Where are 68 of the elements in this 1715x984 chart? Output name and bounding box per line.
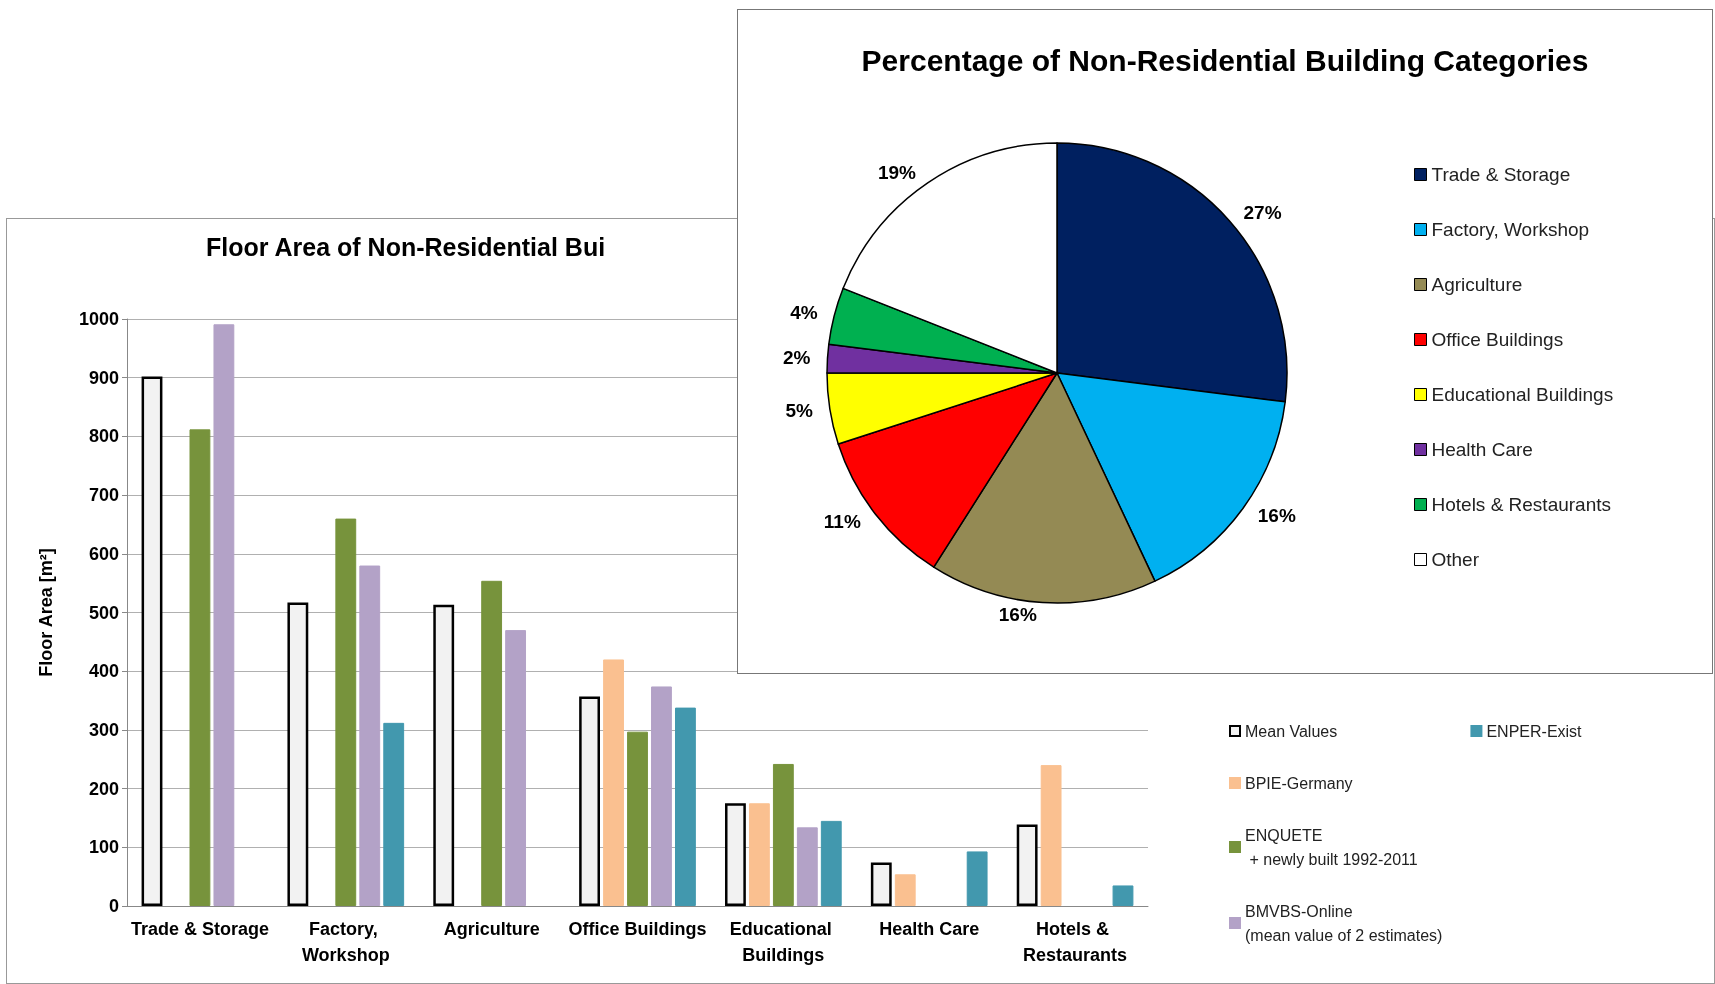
bar — [287, 602, 309, 906]
data-label: 2% — [783, 347, 811, 369]
bar — [1112, 885, 1134, 906]
data-label: 4% — [790, 302, 818, 324]
legend-label: ENQUETE + newly built 1992-2011 — [1245, 826, 1418, 868]
bar — [579, 696, 600, 906]
bar — [820, 820, 842, 906]
legend-label: Educational Buildings — [1431, 384, 1614, 405]
y-tick-label: 200 — [88, 778, 119, 799]
x-tick-label: Trade & Storage — [130, 919, 269, 939]
y-tick-label: 500 — [88, 602, 119, 623]
legend-label: Health Care — [1431, 439, 1533, 460]
legend-label: Office Buildings — [1431, 329, 1564, 350]
bar — [359, 565, 381, 906]
bar — [894, 874, 916, 906]
bar — [796, 827, 818, 906]
bar — [725, 803, 746, 906]
bar — [433, 604, 455, 906]
bar — [1016, 824, 1038, 906]
y-axis-title: Floor Area [m²] — [36, 548, 56, 677]
chart-title: Percentage of Non-Residential Building Categories — [861, 43, 1589, 77]
bar — [481, 580, 503, 906]
legend-label: Trade & Storage — [1431, 164, 1571, 185]
bar — [213, 324, 235, 906]
bar — [505, 630, 527, 906]
y-tick-label: 900 — [88, 367, 119, 388]
bar — [189, 429, 211, 906]
bar — [966, 851, 988, 906]
y-tick-label: 400 — [88, 661, 119, 682]
bar — [870, 862, 892, 906]
bar — [335, 518, 357, 906]
bar — [603, 659, 624, 906]
data-label: 16% — [998, 604, 1037, 626]
x-tick-label: Health Care — [879, 919, 980, 939]
chart-title: Floor Area of Non-Residential Bui — [206, 232, 606, 261]
data-label: 27% — [1243, 202, 1282, 224]
legend-label: BMVBS-Online (mean value of 2 estimates) — [1245, 902, 1443, 944]
bar — [651, 686, 672, 906]
data-label: 5% — [785, 400, 814, 422]
y-tick-label: 800 — [88, 426, 119, 447]
x-tick-label: Agriculture — [443, 919, 540, 939]
y-tick-label: 100 — [88, 837, 119, 858]
y-tick-label: 700 — [88, 485, 119, 506]
legend-label: ENPER-Exist — [1486, 722, 1583, 740]
y-tick-label: 600 — [88, 543, 119, 564]
x-tick-label: Office Buildings — [568, 919, 707, 939]
y-tick-label: 0 — [108, 896, 119, 916]
data-label: 19% — [877, 162, 917, 184]
bar — [627, 731, 648, 906]
data-label: 11% — [823, 510, 861, 532]
bar — [141, 376, 163, 906]
x-tick-label: Educational Buildings — [729, 919, 837, 965]
legend-label: Mean Values — [1245, 722, 1338, 740]
y-tick-label: 1000 — [78, 309, 119, 329]
bar — [383, 722, 405, 906]
bar — [675, 707, 696, 906]
bar — [1040, 765, 1062, 906]
legend-label: Factory, Workshop — [1431, 219, 1590, 240]
legend-label: Other — [1431, 549, 1480, 570]
legend-label: Hotels & Restaurants — [1431, 494, 1612, 515]
y-tick-label: 300 — [88, 719, 119, 740]
x-tick-label: Hotels & Restaurants — [1023, 919, 1128, 965]
legend-label: BPIE-Germany — [1245, 774, 1353, 792]
bar — [748, 803, 770, 906]
x-tick-label: Factory, Workshop — [301, 919, 390, 965]
legend-label: Agriculture — [1431, 274, 1523, 295]
bar — [772, 763, 794, 906]
data-label: 16% — [1257, 504, 1296, 526]
